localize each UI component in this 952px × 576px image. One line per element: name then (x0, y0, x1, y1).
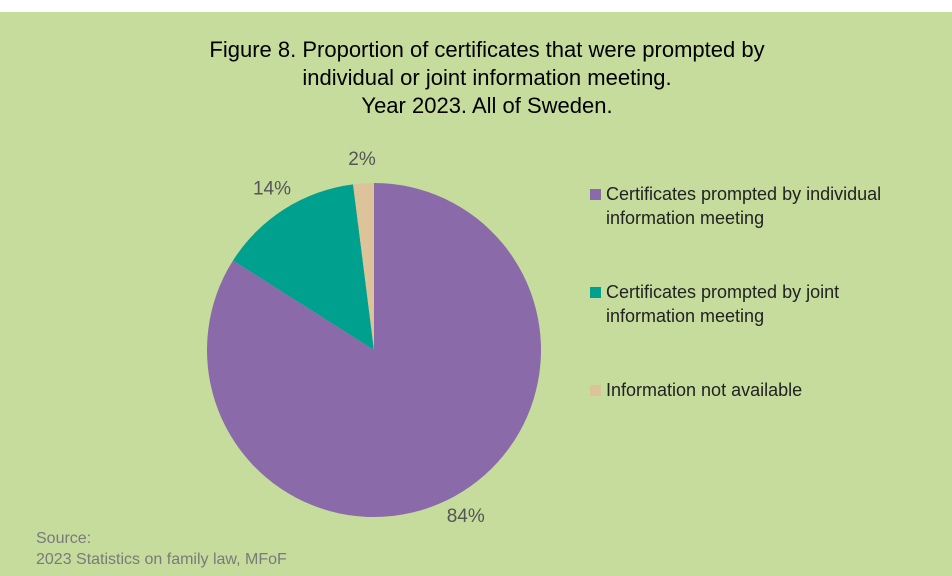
legend-label: Information not available (606, 380, 803, 400)
legend-label: Certificates prompted by joint informati… (606, 282, 840, 326)
chart-title: Figure 8. Proportion of certificates tha… (209, 37, 765, 118)
pie-slice (353, 183, 374, 350)
data-label: 84% (447, 506, 485, 527)
legend-swatch (590, 189, 601, 200)
data-label: 2% (348, 149, 376, 170)
legend-item: Certificates prompted by individual info… (590, 182, 890, 230)
pie-slice (232, 184, 374, 350)
source-note: Source: 2023 Statistics on family law, M… (36, 530, 287, 568)
legend-swatch (590, 287, 601, 298)
legend-label: Certificates prompted by individual info… (606, 184, 882, 228)
legend-item: Certificates prompted by joint informati… (590, 280, 890, 328)
legend-item: Information not available (590, 378, 890, 402)
data-label: 14% (253, 178, 291, 199)
legend-swatch (590, 385, 601, 396)
